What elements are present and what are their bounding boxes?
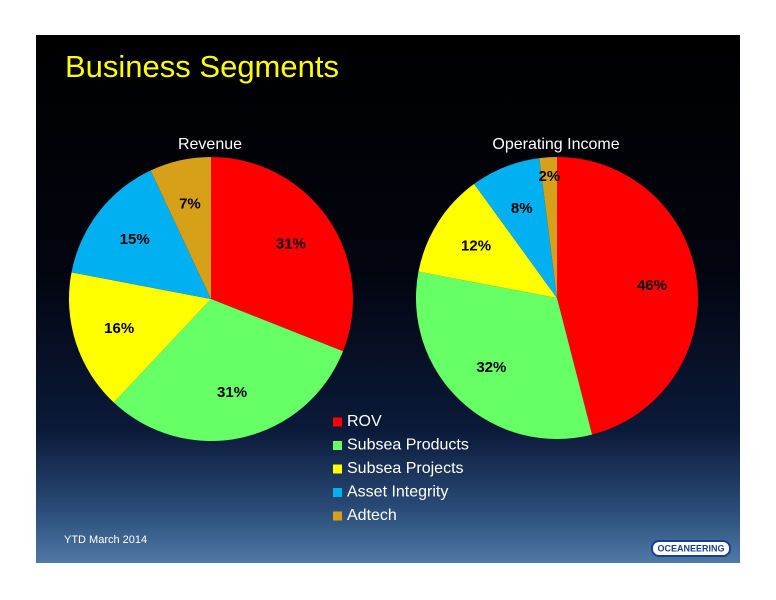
pie-slice xyxy=(416,271,593,439)
logo-badge xyxy=(651,540,731,557)
legend-label: Adtech xyxy=(347,507,397,524)
chart-title: Revenue xyxy=(178,136,242,153)
logo: OCEANEERING xyxy=(657,543,724,553)
pie-slice xyxy=(71,170,211,299)
pie-slice xyxy=(557,157,698,435)
charts: Revenue 31% 31% 16% 15% 7% ROV Subsea Products S… xyxy=(69,136,698,524)
legend-swatch xyxy=(333,464,342,474)
legend-label: Subsea Products xyxy=(347,437,469,454)
pie-slice xyxy=(418,183,557,298)
slice-label: 15% xyxy=(120,231,150,248)
slice-label: 12% xyxy=(461,238,491,255)
slide-title: Business Segments xyxy=(65,49,339,84)
legend-label: Asset Integrity xyxy=(347,484,448,501)
legend-swatch xyxy=(333,441,342,450)
pie-slice xyxy=(211,157,353,352)
slice-label: 46% xyxy=(637,277,667,294)
footnote: YTD March 2014 xyxy=(64,534,147,546)
legend-swatch xyxy=(333,511,342,521)
slice-label: 7% xyxy=(179,196,201,213)
slice-label: 8% xyxy=(511,200,533,217)
chart-title: Operating Income xyxy=(492,136,619,153)
slice-label: 2% xyxy=(539,168,561,185)
pie-slice xyxy=(474,158,557,298)
pie-slice xyxy=(539,157,557,298)
slice-label: 32% xyxy=(476,359,506,376)
legend-label: Subsea Projects xyxy=(347,460,464,477)
legend-swatch xyxy=(333,488,342,497)
legend-label: ROV xyxy=(347,413,382,430)
slice-label: 31% xyxy=(217,384,247,401)
pie-slice xyxy=(69,272,211,403)
pie-slice xyxy=(150,157,211,299)
pie-slice xyxy=(113,299,344,441)
slice-label: 16% xyxy=(104,320,134,337)
legend-swatch xyxy=(333,417,342,427)
slice-label: 31% xyxy=(276,236,306,253)
